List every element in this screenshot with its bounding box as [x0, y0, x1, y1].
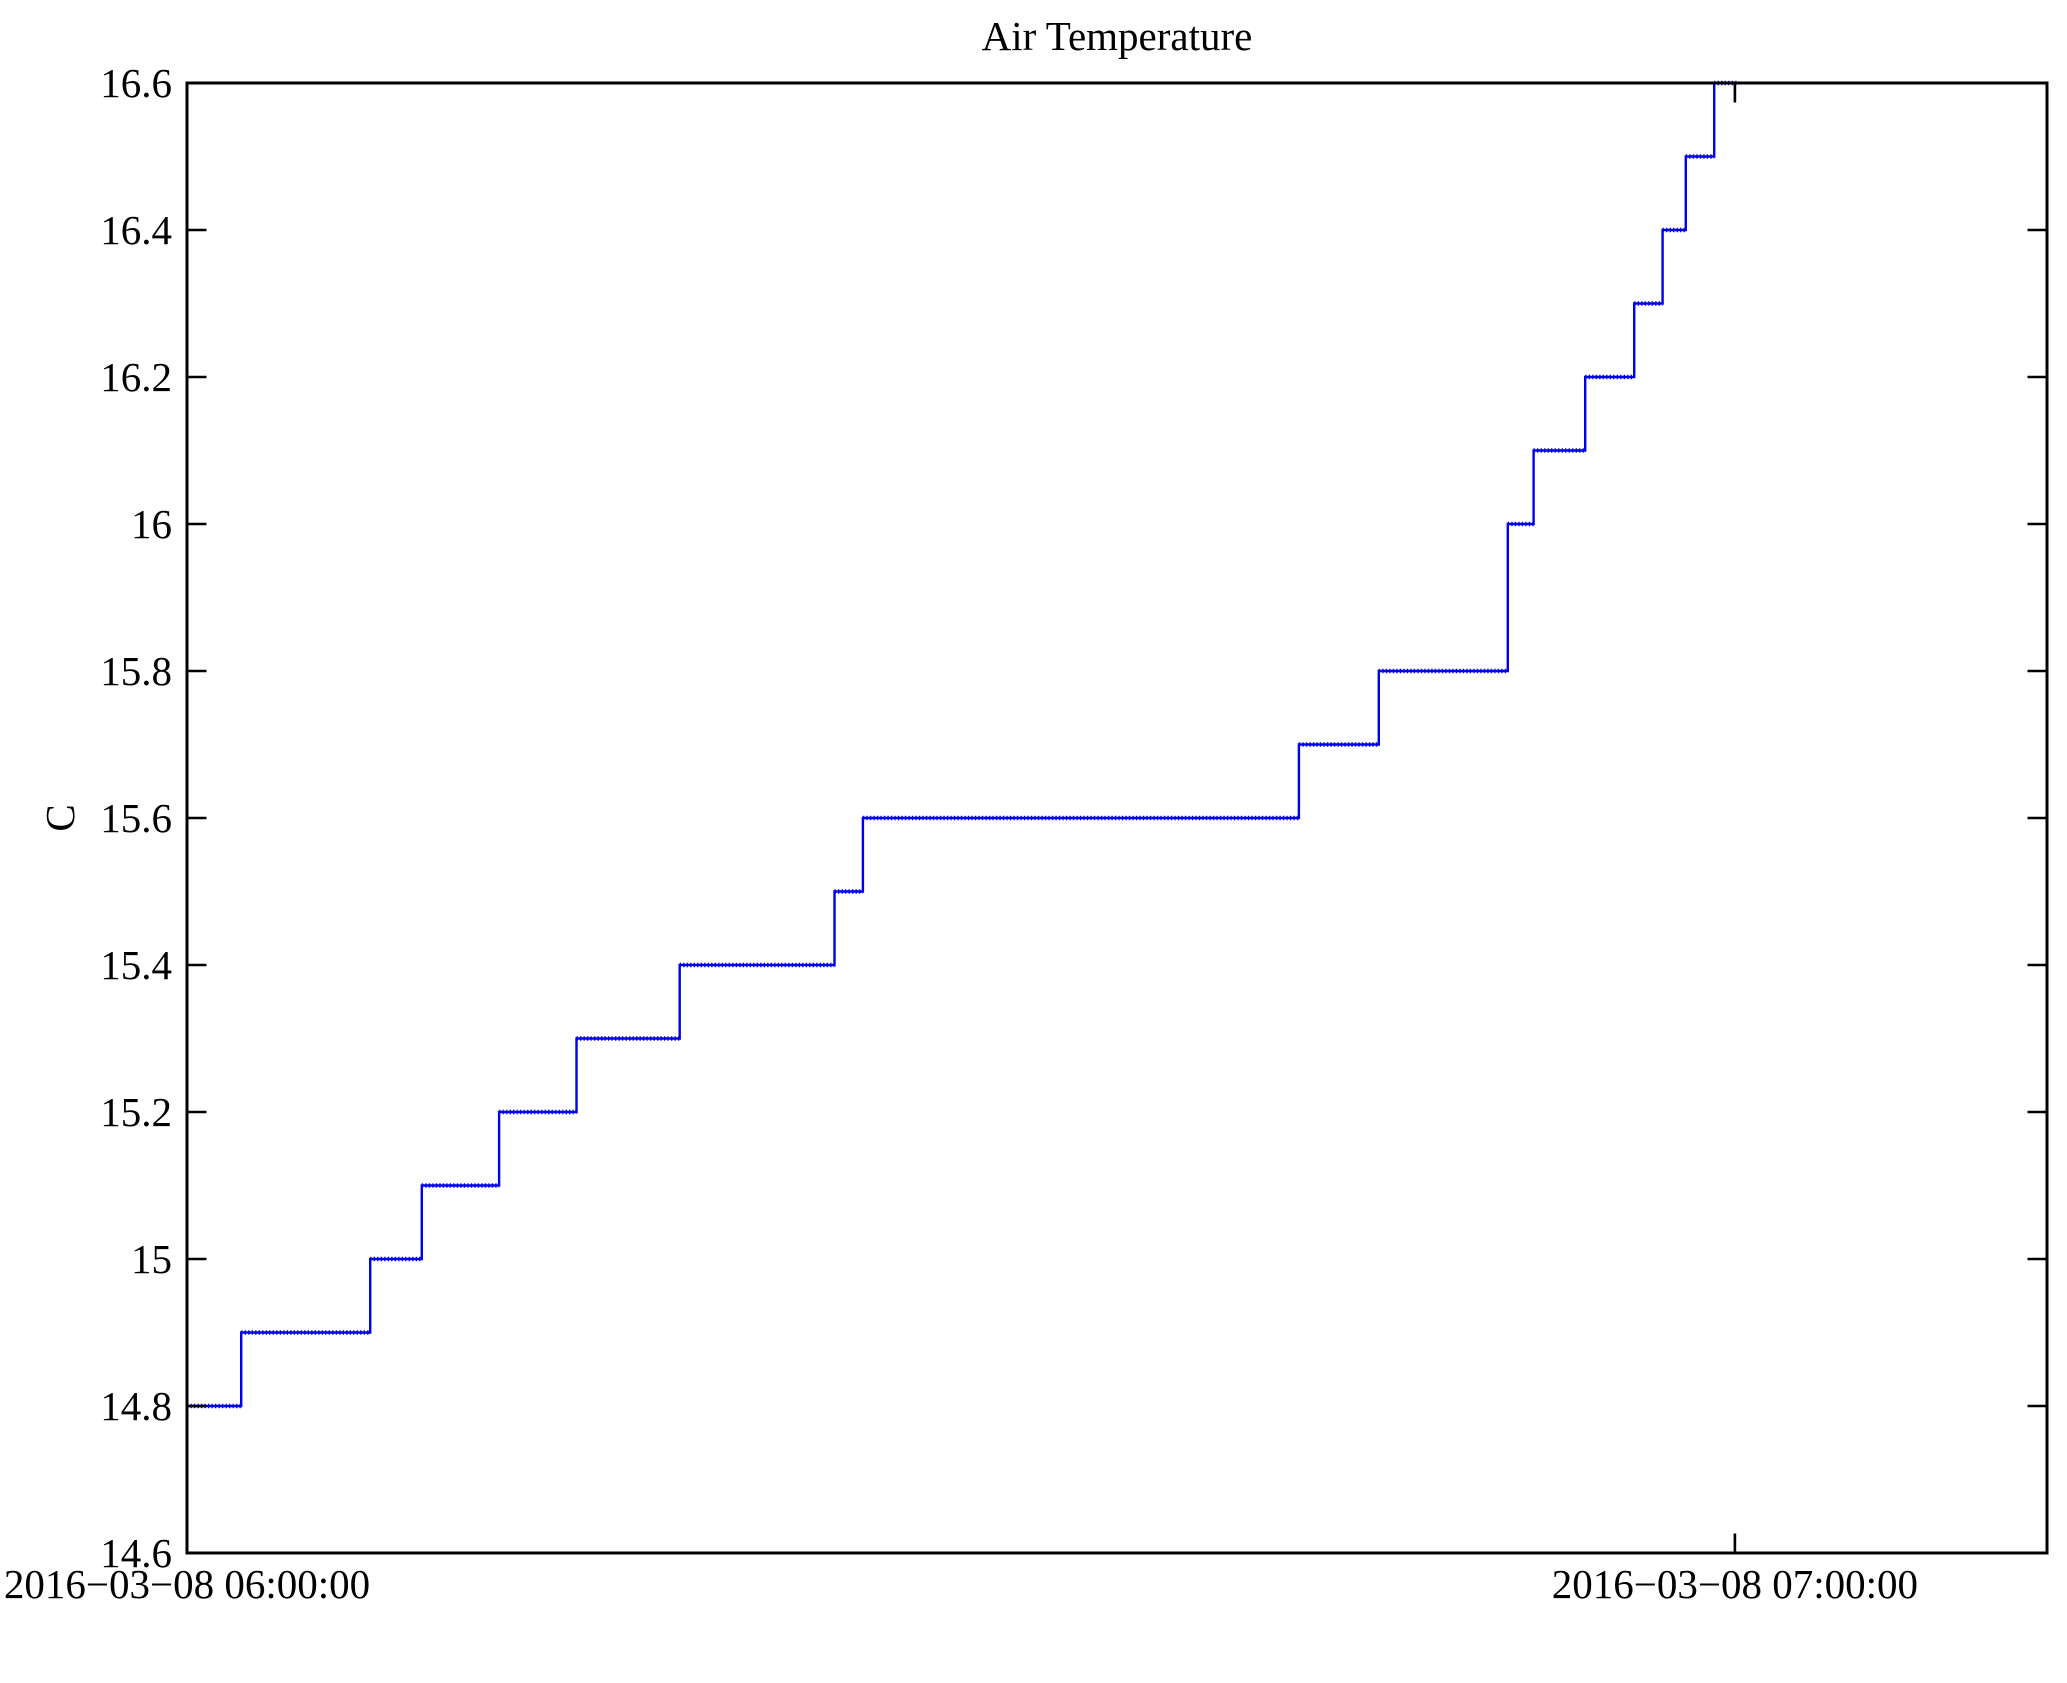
y-tick-label: 16.4	[100, 207, 172, 253]
series-sample-markers	[187, 80, 1738, 1409]
y-tick-label: 15.6	[100, 795, 172, 841]
y-tick-label: 14.8	[100, 1383, 172, 1429]
y-tick-label: 15.4	[100, 942, 172, 988]
y-tick-label: 16	[131, 501, 172, 547]
x-tick-label: 2016−03−08 07:00:00	[1551, 1561, 1918, 1607]
temperature-step-line	[187, 81, 1738, 1408]
y-tick-label: 16.6	[100, 60, 172, 106]
y-tick-label: 15.2	[100, 1089, 172, 1135]
chart-title: Air Temperature	[981, 13, 1253, 59]
plot-border	[185, 81, 2049, 1555]
y-tick-label: 16.2	[100, 354, 172, 400]
y-tick-label: 14.6	[100, 1530, 172, 1576]
y-tick-label: 15.8	[100, 648, 172, 694]
y-tick-label: 15	[131, 1236, 172, 1282]
x-tick-label: 2016−03−08 06:00:00	[3, 1561, 371, 1607]
